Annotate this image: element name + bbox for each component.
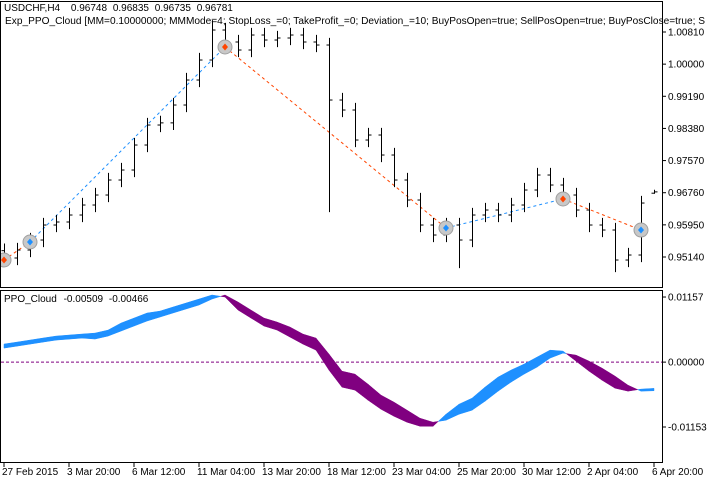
x-tick-label: 27 Feb 2015 [2,467,59,478]
x-tick-label: 13 Mar 20:00 [262,467,321,478]
cloud-segment [562,350,567,354]
y-tick-label: 1.00000 [668,60,705,71]
cloud-segment [81,332,96,340]
main-plot [1,20,658,273]
y-tick-label: 0.97570 [668,156,705,167]
cloud-segment [627,384,639,392]
y-tick-label: 1.00810 [668,28,705,39]
x-tick-label: 2 Apr 04:00 [587,467,639,478]
cloud-segment [640,388,655,392]
indicator-header: PPO_Cloud -0.00509 -0.00466 [4,294,149,305]
trade-line [445,198,564,229]
indicator-panel-frame [0,290,663,463]
trade-line [29,46,226,243]
x-tick-label: 25 Mar 20:00 [457,467,516,478]
y-tick-label: 0.96760 [668,188,705,199]
quote-low: 0.96735 [155,3,192,14]
y-tick-label: -0.01153 [668,423,707,434]
x-tick-label: 3 Mar 20:00 [67,467,121,478]
cloud-segment [68,333,83,340]
x-tick-label: 6 Mar 12:00 [132,467,186,478]
deal-arrow [27,238,33,246]
symbol: USDCHF,H4 [4,3,61,14]
quote-close: 0.96781 [197,3,234,14]
quote-open: 0.96748 [71,3,108,14]
cloud-segment [432,421,440,427]
cloud-segment [211,294,221,300]
cloud-segment [55,334,70,341]
indicator-value-1: -0.00466 [109,294,149,305]
y-tick-label: 0.98380 [668,124,705,135]
expert-label: Exp_PPO_Cloud [MM=0.10000000; MMMode=4; … [5,16,705,27]
y-tick-label: 0.95140 [668,253,705,264]
indicator-value-0: -0.00509 [64,294,104,305]
x-tick-label: 6 Apr 20:00 [652,467,704,478]
main-panel-frame [0,1,663,288]
x-tick-label: 18 Mar 12:00 [327,467,386,478]
y-tick-label: 0.01157 [668,293,704,304]
deal-arrow [1,256,7,264]
y-tick-label: 0.00000 [668,358,705,369]
indicator-name: PPO_Cloud [4,294,57,305]
quote-high: 0.96835 [113,3,150,14]
symbol-header: USDCHF,H4 0.96748 0.96835 0.96735 0.9678… [4,3,233,14]
deal-arrow [443,224,449,232]
y-tick-label: 0.99190 [668,92,705,103]
x-tick-label: 30 Mar 12:00 [522,467,581,478]
cloud-segment [341,370,356,391]
indicator-plot [1,294,662,427]
axes: 1.00810 1.00000 0.99190 0.98380 0.97570 0.967… [2,28,707,479]
x-tick-label: 23 Mar 04:00 [392,467,451,478]
x-tick-label: 11 Mar 04:00 [197,467,256,478]
y-tick-label: 0.95950 [668,220,705,231]
deal-arrow [560,195,566,203]
deal-arrow [222,43,228,51]
deal-arrow [638,226,644,234]
